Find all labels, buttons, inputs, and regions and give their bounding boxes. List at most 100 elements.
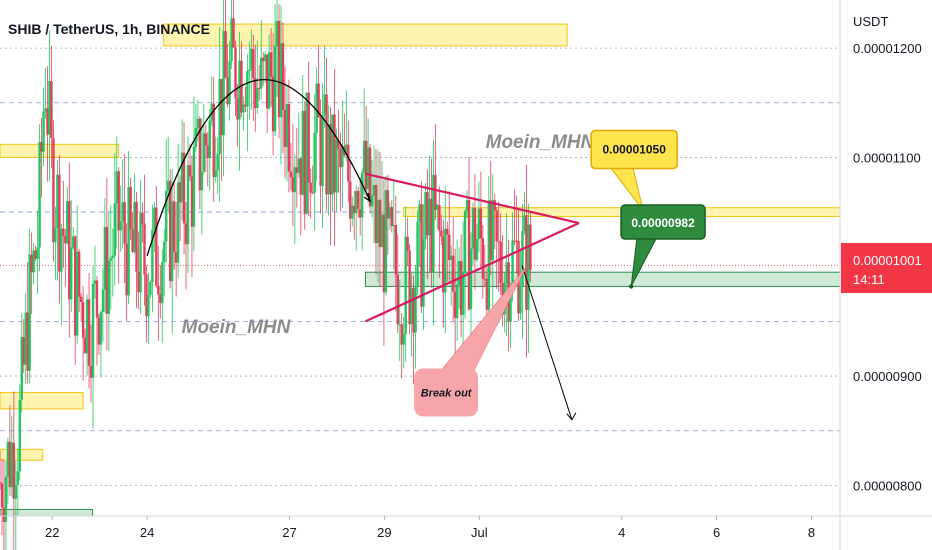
current-price-value: 0.00001001 bbox=[853, 253, 922, 268]
candle-down bbox=[339, 148, 342, 168]
candle-up bbox=[248, 69, 251, 71]
candle-up bbox=[521, 230, 524, 288]
support-zone-982 bbox=[364, 271, 841, 287]
candle-down bbox=[319, 117, 322, 187]
candle-down bbox=[440, 230, 443, 237]
candle-up bbox=[345, 144, 348, 156]
candle-down bbox=[105, 227, 109, 314]
candle-up bbox=[70, 247, 73, 300]
y-tick-label: 0.00000800 bbox=[853, 478, 922, 493]
candle-up bbox=[519, 287, 522, 314]
candle-down bbox=[295, 167, 299, 173]
candle-down bbox=[386, 190, 390, 219]
candle-down bbox=[325, 94, 328, 195]
candle-up bbox=[10, 442, 14, 488]
y-axis-unit-label: USDT bbox=[853, 14, 888, 29]
candle-up bbox=[222, 31, 225, 136]
candle-up bbox=[424, 192, 427, 240]
candle-up bbox=[216, 154, 219, 171]
candle-up bbox=[477, 208, 481, 240]
breakdown-arrowhead bbox=[566, 412, 577, 421]
current-price-badge: 0.00001001 14:11 bbox=[841, 243, 932, 293]
candle-down bbox=[232, 18, 235, 48]
candle-up bbox=[192, 147, 196, 227]
candle-down bbox=[329, 124, 332, 195]
candle-up bbox=[246, 70, 249, 107]
candle-down bbox=[12, 442, 16, 499]
candle-up bbox=[6, 441, 10, 477]
candle-down bbox=[481, 238, 485, 279]
candle-down bbox=[307, 92, 310, 183]
candle-up bbox=[66, 201, 69, 244]
candle-down bbox=[420, 204, 423, 307]
candle-down bbox=[400, 324, 403, 345]
candle-up bbox=[4, 476, 8, 523]
candle-down bbox=[89, 365, 93, 378]
candle-down bbox=[125, 243, 128, 296]
candle-down bbox=[234, 47, 237, 99]
candle-up bbox=[28, 254, 31, 371]
candle-up bbox=[230, 18, 233, 62]
candle-up bbox=[256, 87, 259, 109]
candle-up bbox=[422, 239, 425, 307]
candle-down bbox=[515, 240, 518, 242]
candle-down bbox=[74, 236, 77, 336]
candle-up bbox=[32, 250, 35, 273]
x-tick-label: Jul bbox=[471, 525, 488, 540]
candle-down bbox=[64, 235, 67, 244]
candle-down bbox=[184, 223, 188, 245]
candle-down bbox=[337, 140, 340, 149]
x-axis-ticks[interactable]: 22 24 27 29 Jul 4 6 8 bbox=[45, 516, 815, 540]
callout-support-label: 0.00000982 bbox=[631, 216, 695, 230]
candle-down bbox=[0, 482, 2, 484]
callout-green-box bbox=[620, 204, 706, 240]
candle-up bbox=[127, 187, 130, 296]
candle-down bbox=[353, 205, 356, 214]
candle-up bbox=[161, 262, 164, 304]
candle-up bbox=[293, 167, 297, 193]
candle-up bbox=[301, 110, 304, 195]
x-tick-label: 24 bbox=[140, 525, 154, 540]
candle-up bbox=[380, 214, 384, 248]
candle-down bbox=[157, 285, 160, 295]
candle-up bbox=[139, 212, 142, 293]
candle-up bbox=[323, 94, 326, 116]
breakout-bubble bbox=[414, 368, 479, 417]
candle-down bbox=[252, 48, 255, 79]
candle-down bbox=[497, 240, 500, 242]
candle-up bbox=[327, 124, 330, 195]
candle-down bbox=[364, 140, 368, 190]
candle-down bbox=[131, 229, 134, 252]
candle-down bbox=[77, 251, 81, 297]
candle-down bbox=[459, 261, 463, 315]
candle-up bbox=[60, 228, 63, 272]
candle-down bbox=[473, 208, 477, 260]
candle-down bbox=[83, 337, 87, 354]
candle-up bbox=[366, 147, 370, 190]
candle-up bbox=[38, 142, 41, 248]
candle-up bbox=[228, 61, 231, 105]
candle-up bbox=[360, 172, 364, 218]
candle-up bbox=[388, 207, 392, 219]
candle-up bbox=[355, 191, 358, 214]
candle-up bbox=[457, 261, 461, 285]
candle-up bbox=[99, 311, 103, 345]
candle-up bbox=[119, 221, 122, 231]
candle-down bbox=[483, 278, 487, 280]
candle-down bbox=[396, 274, 399, 325]
candle-up bbox=[101, 289, 105, 312]
candle-up bbox=[331, 114, 334, 195]
rounding-top-arrowhead bbox=[363, 192, 372, 203]
candle-down bbox=[244, 104, 247, 107]
candle-up bbox=[450, 255, 453, 261]
candle-down bbox=[368, 147, 372, 207]
candle-up bbox=[305, 92, 308, 214]
candle-down bbox=[309, 182, 312, 193]
candle-down bbox=[46, 108, 49, 135]
candle-down bbox=[22, 337, 25, 365]
candle-down bbox=[224, 31, 227, 78]
candle-down bbox=[485, 278, 489, 310]
resistance-zone-lower-1 bbox=[0, 391, 84, 410]
candle-up bbox=[432, 174, 435, 273]
